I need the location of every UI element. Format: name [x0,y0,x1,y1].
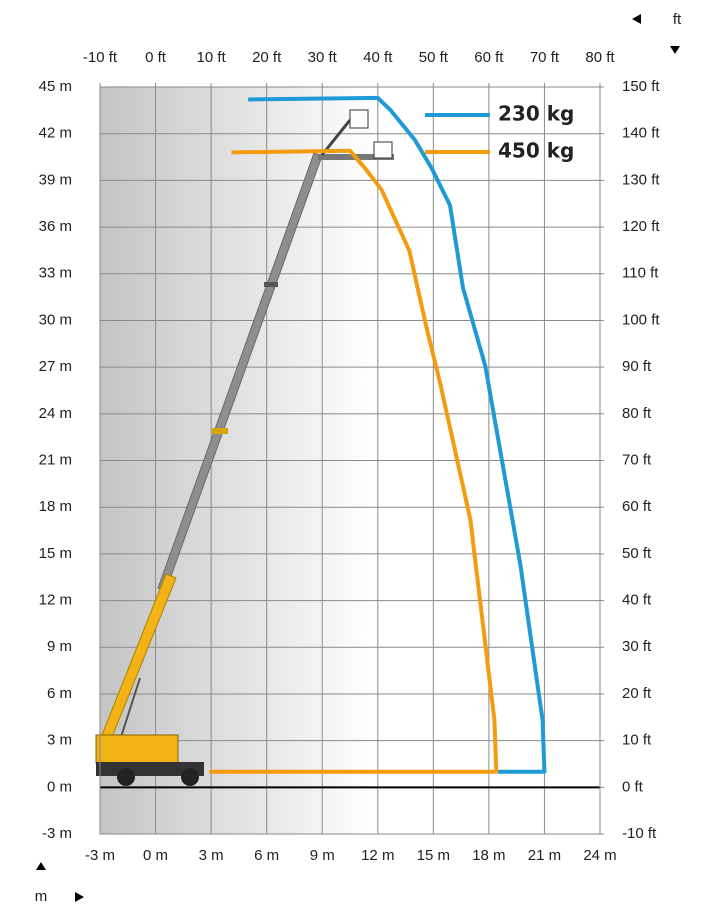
y-tick-label: 21 m [39,451,72,468]
arrow-down [670,46,680,54]
y2-tick-label: 140 ft [622,125,660,142]
y-tick-label: 30 m [39,311,72,328]
x-tick-label: 24 m [583,847,616,864]
y-tick-label: 27 m [39,358,72,375]
x2-tick-label: -10 ft [83,49,118,66]
y2-tick-label: 110 ft [622,265,659,282]
x-tick-label: 18 m [472,847,505,864]
envelope-line [248,95,547,774]
y2-tick-label: 60 ft [622,498,652,515]
series: 230 kg 450 kg [209,95,574,774]
y-tick-label: 42 m [39,125,72,142]
x-tick-label: 9 m [310,847,335,864]
x-tick-label: -3 m [85,847,115,864]
y-tick-label: 18 m [39,498,72,515]
y2-tick-label: 40 ft [622,592,652,609]
y-tick-label: 0 m [47,778,72,795]
y2-tick-label: 10 ft [622,732,652,749]
y-tick-label: 24 m [39,405,72,422]
x2-tick-label: 70 ft [530,49,560,66]
y2-tick-label: 130 ft [622,171,660,188]
y2-tick-label: 70 ft [622,451,652,468]
y-tick-label: -3 m [42,825,72,842]
x2-tick-label: 50 ft [419,49,449,66]
y2-tick-label: 80 ft [622,405,652,422]
y2-tick-label: 120 ft [622,218,660,235]
x-unit-label: m [35,888,48,905]
arrow-up [36,862,46,870]
y2-unit-label: ft [673,11,682,28]
y-tick-label: 36 m [39,218,72,235]
y2-tick-label: 50 ft [622,545,652,562]
x2-tick-label: 40 ft [363,49,393,66]
y2-tick-label: 100 ft [622,311,660,328]
x2-tick-label: 0 ft [145,49,167,66]
x2-tick-label: 80 ft [585,49,615,66]
x2-tick-label: 20 ft [252,49,282,66]
y-tick-label: 39 m [39,171,72,188]
legend-label: 230 kg [498,102,574,126]
y-tick-label: 15 m [39,545,72,562]
y2-tick-label: -10 ft [622,825,657,842]
y-tick-label: 45 m [39,78,72,95]
y2-tick-label: 20 ft [622,685,652,702]
y2-tick-label: 30 ft [622,638,652,655]
x2-tick-label: 60 ft [474,49,504,66]
arrow-left [632,14,641,24]
y-tick-label: 9 m [47,638,72,655]
y2-tick-label: 90 ft [622,358,652,375]
y2-tick-label: 150 ft [622,78,660,95]
x-tick-label: 6 m [254,847,279,864]
y-tick-label: 33 m [39,265,72,282]
x-tick-label: 15 m [417,847,450,864]
x-tick-label: 0 m [143,847,168,864]
y-tick-label: 12 m [39,592,72,609]
envelope-line [209,148,499,774]
x-tick-label: 3 m [199,847,224,864]
y-tick-label: 3 m [47,732,72,749]
x-tick-label: 21 m [528,847,561,864]
legend-label: 450 kg [498,139,574,163]
y-tick-label: 6 m [47,685,72,702]
x2-tick-label: 10 ft [197,49,227,66]
arrow-right [75,892,84,902]
x-tick-label: 12 m [361,847,394,864]
x2-tick-label: 30 ft [308,49,338,66]
crane-illustration [95,109,394,786]
y2-tick-label: 0 ft [622,778,644,795]
